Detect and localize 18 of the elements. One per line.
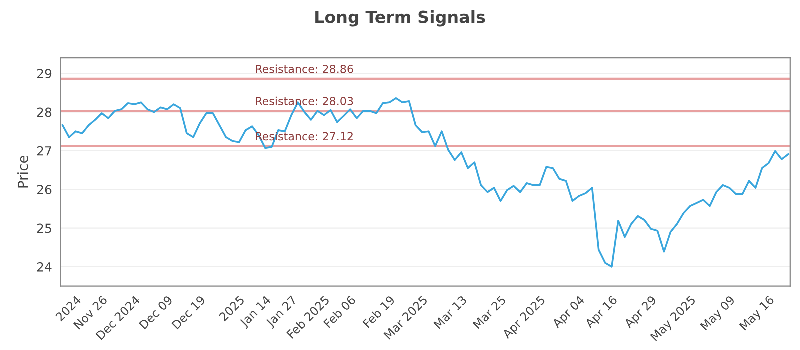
chart-title: Long Term Signals xyxy=(316,10,486,27)
y-tick-label: 26 xyxy=(37,185,52,195)
y-tick-label: 29 xyxy=(37,69,52,78)
x-tick-label: Dec 09 xyxy=(138,295,174,330)
x-tick-label: Mar 13 xyxy=(434,295,468,330)
y-tick-label: 24 xyxy=(37,262,52,272)
ref-line-label: Resistance: 28.03 xyxy=(256,96,354,106)
line-series xyxy=(62,97,790,268)
ref-line-label: Resistance: 28.86 xyxy=(256,64,354,74)
x-tick-label: Apr 29 xyxy=(624,295,659,330)
y-axis-title: Price xyxy=(18,156,28,188)
y-tick-label: 28 xyxy=(37,108,52,118)
x-tick-label: Dec 19 xyxy=(172,295,206,330)
y-tick-label: 27 xyxy=(37,146,52,156)
y-tick-label: 25 xyxy=(37,224,52,234)
x-tick-label: Mar 25 xyxy=(472,296,507,330)
x-tick-label: Apr 16 xyxy=(584,295,620,330)
x-tick-label: Apr 04 xyxy=(552,295,587,330)
